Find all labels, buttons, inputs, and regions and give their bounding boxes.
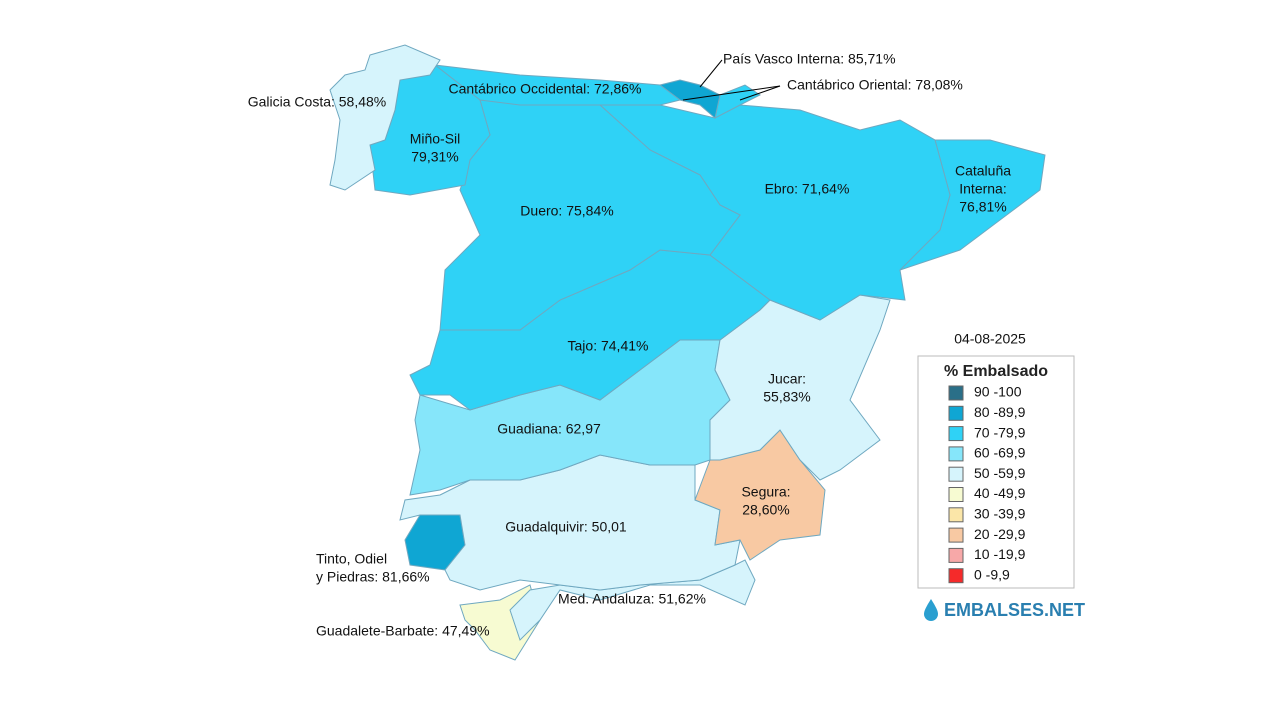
legend-label: 20 -29,9 [974, 526, 1026, 542]
legend-label: 40 -49,9 [974, 485, 1026, 501]
region-label: Med. Andaluza: 51,62% [558, 591, 706, 607]
leader-line [682, 85, 781, 101]
legend-swatch [948, 466, 964, 482]
region-label: Jucar: [768, 371, 806, 387]
region-label: 55,83% [763, 389, 810, 405]
legend-swatch [948, 385, 964, 401]
logo-drop [924, 599, 938, 621]
region-label: Guadalquivir: 50,01 [505, 519, 627, 535]
region-label: Interna: [959, 181, 1006, 197]
legend-swatch [948, 547, 964, 563]
legend-swatch [948, 446, 964, 462]
region-label: Miño-Sil [410, 131, 461, 147]
legend-label: 80 -89,9 [974, 404, 1026, 420]
region [709, 294, 891, 481]
legend-date: 04-08-2025 [954, 331, 1026, 347]
leader-line [699, 59, 723, 88]
legend-swatch [948, 568, 964, 584]
logo: EMBALSES.NET [944, 600, 1085, 620]
legend-label: 0 -9,9 [974, 566, 1010, 582]
legend-swatch [948, 487, 964, 502]
legend-swatch [948, 527, 964, 543]
region [433, 64, 682, 106]
region [329, 44, 441, 191]
legend-swatch [948, 507, 964, 523]
region-label: Cantábrico Oriental: 78,08% [787, 77, 963, 93]
region-label: y Piedras: 81,66% [316, 569, 430, 585]
legend-label: 60 -69,9 [974, 445, 1026, 461]
region-label: 76,81% [959, 199, 1006, 215]
region-label: Cataluña [955, 163, 1011, 179]
region-label: Ebro: 71,64% [765, 181, 850, 197]
region-label: Guadiana: 62,97 [497, 421, 601, 437]
legend-swatch [948, 405, 964, 421]
region-label: Segura: [741, 484, 790, 500]
region-label: Galicia Costa: 58,48% [248, 94, 387, 110]
legend-box [917, 355, 1075, 589]
legend-title: % Embalsado [944, 363, 1048, 380]
legend-label: 10 -19,9 [974, 546, 1026, 562]
legend-swatch [948, 426, 964, 442]
region-label: Tajo: 74,41% [568, 338, 649, 354]
region-label: 28,60% [742, 502, 789, 518]
region-label: 79,31% [411, 149, 458, 165]
legend-label: 50 -59,9 [974, 465, 1026, 481]
legend-label: 90 -100 [974, 384, 1022, 400]
region-label: Cantábrico Occidental: 72,86% [449, 81, 642, 97]
legend-label: 30 -39,9 [974, 506, 1026, 522]
region-label: País Vasco Interna: 85,71% [723, 51, 896, 67]
legend [917, 355, 1075, 589]
region-label: Guadalete-Barbate: 47,49% [316, 623, 490, 639]
leader-line [739, 85, 781, 101]
region-label: Duero: 75,84% [520, 203, 613, 219]
region-label: Tinto, Odiel [316, 551, 387, 567]
legend-label: 70 -79,9 [974, 424, 1026, 440]
